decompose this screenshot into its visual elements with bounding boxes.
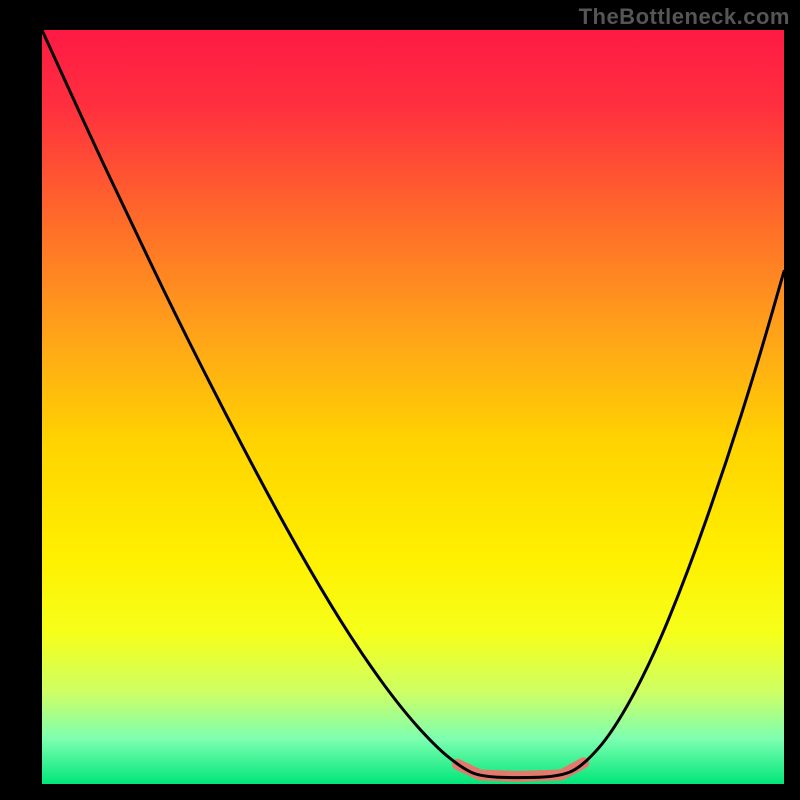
plot-area	[42, 30, 784, 784]
curve-layer	[42, 30, 784, 784]
chart-container: TheBottleneck.com	[0, 0, 800, 800]
watermark-text: TheBottleneck.com	[579, 4, 790, 30]
bottleneck-curve	[42, 30, 784, 778]
